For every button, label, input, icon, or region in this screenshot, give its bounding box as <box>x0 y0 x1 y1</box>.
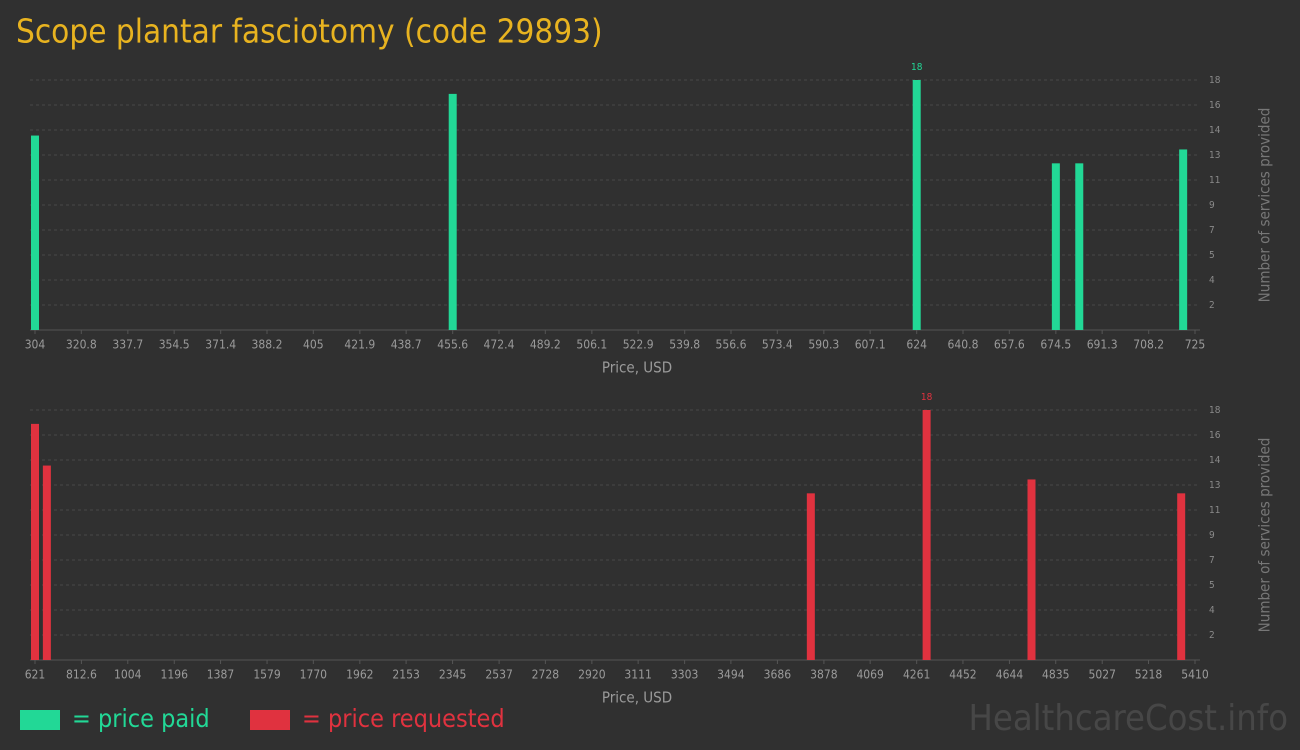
bar <box>1027 479 1036 660</box>
x-tick-label: 607.1 <box>855 338 886 352</box>
x-tick-label: 4835 <box>1042 668 1069 682</box>
x-tick-label: 5410 <box>1181 668 1209 682</box>
x-tick-label: 472.4 <box>484 338 515 352</box>
x-tick-label: 624 <box>906 338 927 352</box>
x-tick-label: 5218 <box>1135 668 1163 682</box>
legend-label: = price paid <box>72 704 210 733</box>
x-tick-label: 2153 <box>392 668 419 682</box>
x-tick-label: 371.4 <box>205 338 236 352</box>
x-tick-label: 3686 <box>764 668 792 682</box>
bar <box>922 410 931 660</box>
y-tick-label: 9 <box>1209 530 1215 541</box>
bar <box>1177 493 1186 660</box>
bar <box>806 493 815 660</box>
x-tick-label: 1004 <box>114 668 142 682</box>
legend-label: = price requested <box>302 704 505 733</box>
x-tick-label: 4452 <box>949 668 976 682</box>
x-tick-label: 506.1 <box>576 338 607 352</box>
x-tick-label: 812.6 <box>66 668 97 682</box>
data-label: 18 <box>911 62 923 73</box>
x-tick-label: 725 <box>1185 338 1206 352</box>
x-axis-label: Price, USD <box>602 359 672 377</box>
y-axis-label: Number of services provided <box>1256 438 1274 633</box>
x-tick-label: 2537 <box>485 668 512 682</box>
y-tick-label: 11 <box>1209 175 1220 186</box>
bar <box>42 465 51 660</box>
x-tick-label: 2345 <box>439 668 466 682</box>
y-tick-label: 4 <box>1209 275 1215 286</box>
x-tick-label: 2920 <box>578 668 606 682</box>
x-tick-label: 388.2 <box>252 338 283 352</box>
y-tick-label: 2 <box>1209 630 1215 641</box>
x-tick-label: 4261 <box>903 668 930 682</box>
x-tick-label: 5027 <box>1088 668 1115 682</box>
page-title: Scope plantar fasciotomy (code 29893) <box>16 12 603 51</box>
x-tick-label: 674.5 <box>1040 338 1071 352</box>
y-tick-label: 13 <box>1209 480 1220 491</box>
x-tick-label: 4644 <box>996 668 1024 682</box>
bar <box>31 135 39 330</box>
x-tick-label: 354.5 <box>159 338 190 352</box>
y-tick-label: 9 <box>1209 200 1215 211</box>
y-tick-label: 5 <box>1209 250 1215 261</box>
y-tick-label: 18 <box>1209 405 1221 416</box>
x-tick-label: 1962 <box>346 668 373 682</box>
y-tick-label: 5 <box>1209 580 1215 591</box>
y-tick-label: 7 <box>1209 555 1215 566</box>
x-tick-label: 438.7 <box>391 338 422 352</box>
x-tick-label: 621 <box>25 668 46 682</box>
x-tick-label: 3878 <box>810 668 838 682</box>
x-tick-label: 556.6 <box>716 338 747 352</box>
x-tick-label: 1196 <box>161 668 189 682</box>
x-tick-label: 489.2 <box>530 338 561 352</box>
x-tick-label: 539.8 <box>669 338 700 352</box>
bar <box>1179 149 1188 330</box>
x-tick-label: 4069 <box>856 668 884 682</box>
x-tick-label: 3303 <box>671 668 698 682</box>
y-tick-label: 14 <box>1209 125 1221 136</box>
watermark: HealthcareCost.info <box>969 698 1288 739</box>
y-tick-label: 7 <box>1209 225 1215 236</box>
x-tick-label: 337.7 <box>112 338 143 352</box>
y-tick-label: 16 <box>1209 430 1221 441</box>
y-tick-label: 4 <box>1209 605 1215 616</box>
bar <box>1051 163 1060 330</box>
y-tick-label: 13 <box>1209 150 1220 161</box>
x-tick-label: 2728 <box>532 668 560 682</box>
y-axis-label: Number of services provided <box>1256 108 1274 303</box>
x-tick-label: 320.8 <box>66 338 97 352</box>
bar <box>448 93 457 330</box>
y-tick-label: 18 <box>1209 75 1221 86</box>
x-tick-label: 304 <box>25 338 46 352</box>
bar <box>1075 163 1084 330</box>
x-tick-label: 1387 <box>207 668 234 682</box>
data-label: 18 <box>921 392 933 403</box>
x-tick-label: 1579 <box>253 668 281 682</box>
y-tick-label: 16 <box>1209 100 1221 111</box>
x-tick-label: 3111 <box>624 668 651 682</box>
x-tick-label: 657.6 <box>994 338 1025 352</box>
x-axis-label: Price, USD <box>602 689 672 707</box>
x-tick-label: 590.3 <box>808 338 839 352</box>
y-tick-label: 2 <box>1209 300 1215 311</box>
y-tick-label: 11 <box>1209 505 1220 516</box>
x-tick-label: 522.9 <box>623 338 654 352</box>
y-tick-label: 14 <box>1209 455 1221 466</box>
x-tick-label: 455.6 <box>437 338 468 352</box>
bar <box>31 423 39 660</box>
legend-swatch <box>20 710 60 730</box>
x-tick-label: 1770 <box>300 668 328 682</box>
x-tick-label: 640.8 <box>948 338 979 352</box>
x-tick-label: 421.9 <box>344 338 375 352</box>
x-tick-label: 405 <box>303 338 324 352</box>
x-tick-label: 573.4 <box>762 338 793 352</box>
legend-swatch <box>250 710 290 730</box>
x-tick-label: 3494 <box>717 668 745 682</box>
x-tick-label: 708.2 <box>1133 338 1164 352</box>
x-tick-label: 691.3 <box>1087 338 1118 352</box>
bar <box>912 80 921 330</box>
